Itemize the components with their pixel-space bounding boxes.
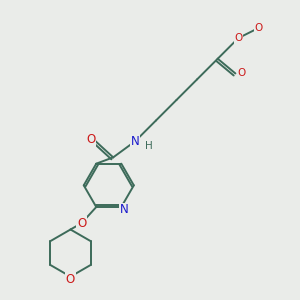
Text: O: O (77, 217, 86, 230)
Text: H: H (145, 141, 152, 151)
Text: N: N (120, 203, 129, 217)
Text: N: N (131, 135, 140, 148)
Text: O: O (66, 273, 75, 286)
Text: O: O (255, 23, 263, 33)
Text: O: O (86, 133, 96, 146)
Text: O: O (234, 33, 242, 43)
Text: O: O (237, 68, 245, 78)
